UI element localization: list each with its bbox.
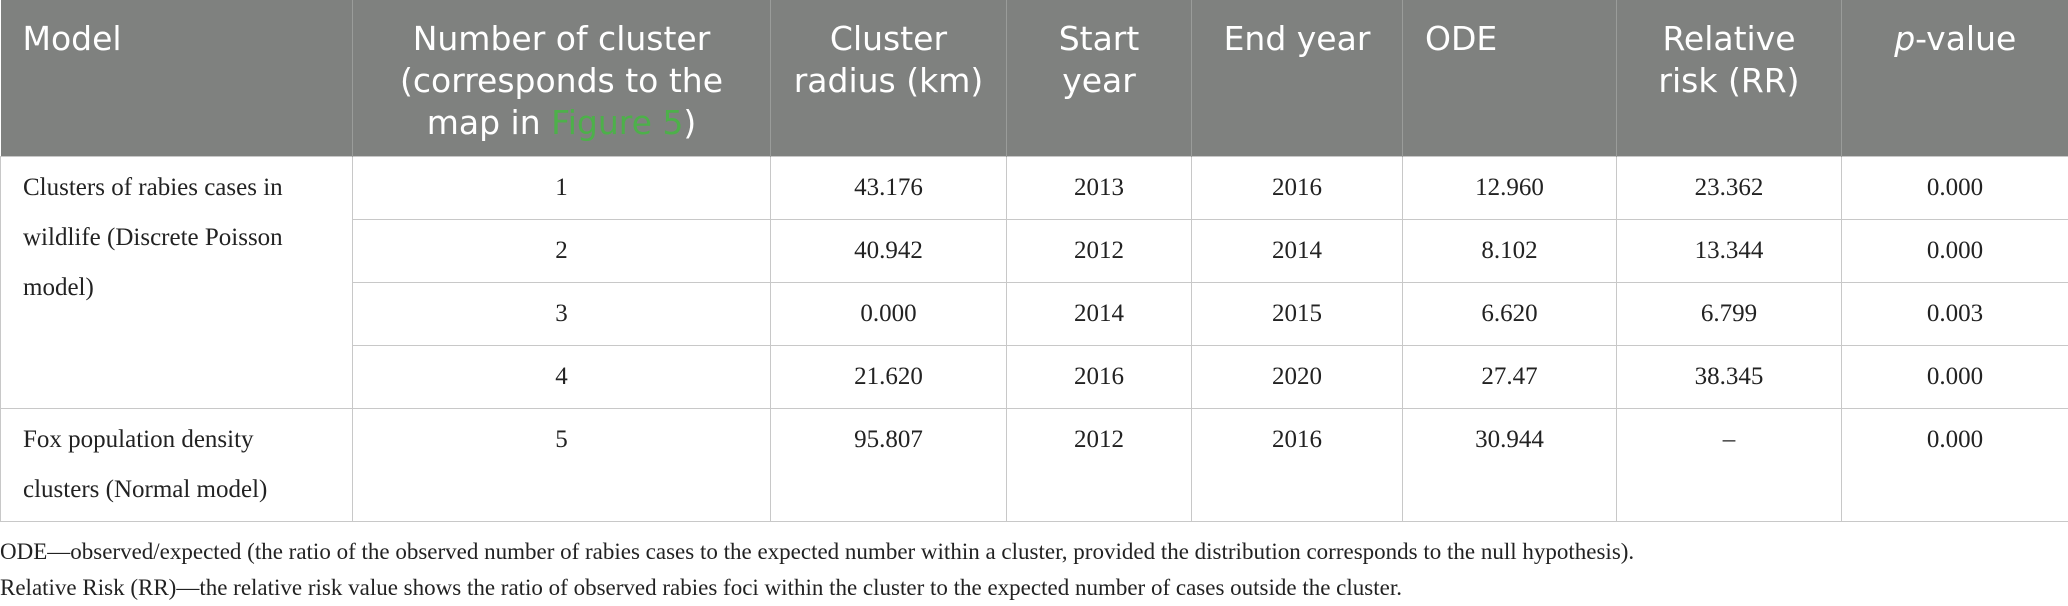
table-cell: 0.000 [1842, 157, 2068, 220]
header-cell: ODE [1403, 0, 1617, 157]
header-cell: Cluster radius (km) [771, 0, 1007, 157]
model-cell: Fox population density clusters (Normal … [1, 409, 353, 522]
header-text: Relative risk (RR) [1658, 19, 1799, 100]
footnote: Relative Risk (RR)—the relative risk val… [0, 570, 2068, 606]
table-body: Clusters of rabies cases in wildlife (Di… [1, 157, 2068, 522]
table-cell: 8.102 [1403, 220, 1617, 283]
table-cell: 0.000 [1842, 220, 2068, 283]
table-cell: 2013 [1007, 157, 1192, 220]
table-cell: 0.000 [771, 283, 1007, 346]
table-cell: 2012 [1007, 220, 1192, 283]
table-cell: 2012 [1007, 409, 1192, 522]
header-cell: p-value [1842, 0, 2068, 157]
table-cell: 43.176 [771, 157, 1007, 220]
header-text: Start year [1059, 19, 1140, 100]
header-text: ODE [1425, 19, 1497, 58]
header-text: ) [683, 103, 696, 142]
figure-link[interactable]: Figure 5 [551, 103, 683, 142]
table-cell: 27.47 [1403, 346, 1617, 409]
table-cell: 21.620 [771, 346, 1007, 409]
header-cell: End year [1192, 0, 1403, 157]
table-cell: 40.942 [771, 220, 1007, 283]
table-cell: 5 [353, 409, 771, 522]
table-cell: 2016 [1007, 346, 1192, 409]
table-row: Fox population density clusters (Normal … [1, 409, 2068, 522]
table-cell: 2014 [1192, 220, 1403, 283]
header-row: Model Number of cluster (corresponds to t… [1, 0, 2068, 157]
table-row: Clusters of rabies cases in wildlife (Di… [1, 157, 2068, 220]
table-cell: 23.362 [1617, 157, 1842, 220]
table-cell: 2020 [1192, 346, 1403, 409]
table-cell: 4 [353, 346, 771, 409]
header-cell: Model [1, 0, 353, 157]
table-cell: 0.003 [1842, 283, 2068, 346]
header-cell: Relative risk (RR) [1617, 0, 1842, 157]
table-cell: 3 [353, 283, 771, 346]
table-cell: 2016 [1192, 409, 1403, 522]
table-cell: 38.345 [1617, 346, 1842, 409]
table-cell: 13.344 [1617, 220, 1842, 283]
table-cell: – [1617, 409, 1842, 522]
table-cell: 1 [353, 157, 771, 220]
data-table: Model Number of cluster (corresponds to t… [0, 0, 2068, 522]
table-cell: 6.799 [1617, 283, 1842, 346]
table-cell: 2014 [1007, 283, 1192, 346]
table-cell: 12.960 [1403, 157, 1617, 220]
header-cell: Number of cluster (corresponds to the ma… [353, 0, 771, 157]
header-text: -value [1915, 19, 2016, 58]
footnote: ODE—observed/expected (the ratio of the … [0, 534, 2068, 570]
header-cell: Start year [1007, 0, 1192, 157]
table-cell: 30.944 [1403, 409, 1617, 522]
table-cell: 0.000 [1842, 346, 2068, 409]
table-cell: 2015 [1192, 283, 1403, 346]
header-text: Model [23, 19, 122, 58]
model-cell: Clusters of rabies cases in wildlife (Di… [1, 157, 353, 409]
header-text: Cluster radius (km) [794, 19, 984, 100]
table-cell: 95.807 [771, 409, 1007, 522]
table-cell: 2 [353, 220, 771, 283]
header-italic: p [1894, 19, 1915, 58]
table-cell: 2016 [1192, 157, 1403, 220]
header-text: End year [1224, 19, 1371, 58]
table-cell: 0.000 [1842, 409, 2068, 522]
table-cell: 6.620 [1403, 283, 1617, 346]
footnotes: ODE—observed/expected (the ratio of the … [0, 522, 2068, 606]
